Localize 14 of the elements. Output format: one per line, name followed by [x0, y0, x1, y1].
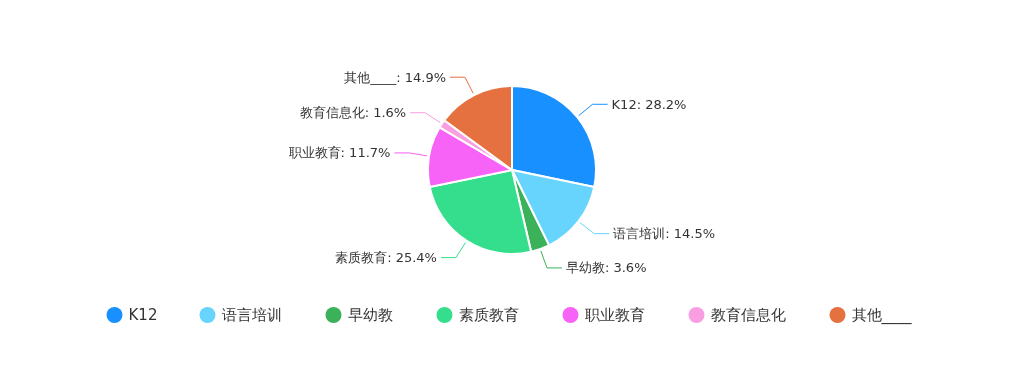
legend-label: 早幼教 — [347, 306, 393, 325]
legend-label: 素质教育 — [458, 306, 519, 325]
data-label: 早幼教: 3.6% — [565, 260, 647, 276]
legend-label: 其他____ — [851, 306, 912, 326]
data-label: 职业教育: 11.7% — [288, 145, 391, 161]
legend-label: 职业教育 — [584, 306, 645, 325]
legend-label: K12 — [128, 306, 158, 325]
data-label: 素质教育: 25.4% — [335, 250, 437, 266]
data-label: 教育信息化: 1.6% — [299, 105, 407, 121]
data-label: 语言培训: 14.5% — [613, 226, 716, 242]
data-label: 其他____: 14.9% — [344, 69, 447, 85]
legend-label: 语言培训 — [221, 306, 282, 325]
legend-label: 教育信息化 — [710, 306, 786, 325]
data-label: K12: 28.2% — [611, 96, 687, 112]
